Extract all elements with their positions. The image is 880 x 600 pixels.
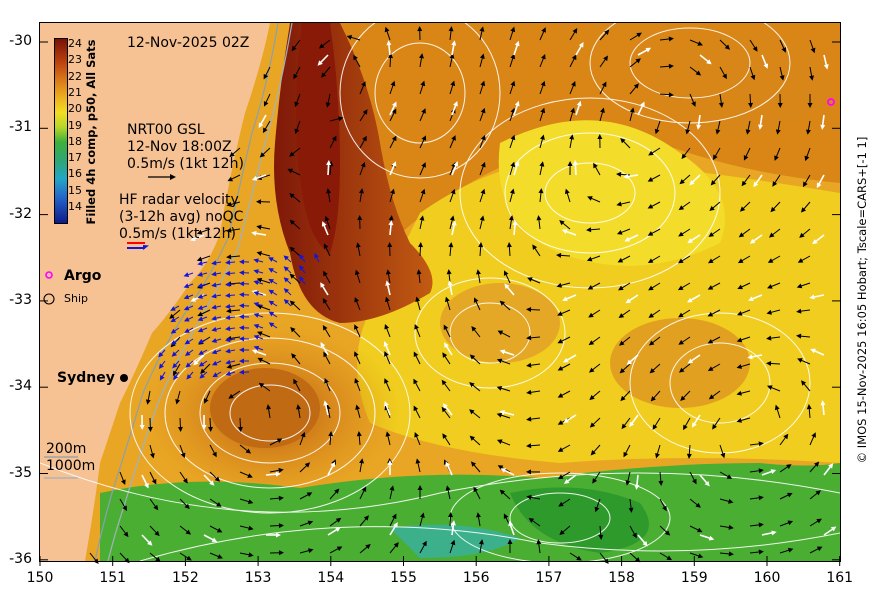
y-tick-label: -33 — [9, 291, 32, 308]
colorbar-title: Filled 4h comp, p50, All Sats — [84, 39, 98, 225]
hf-scale-label: 0.5m/s (1kt 12h) — [119, 226, 236, 242]
x-tick-label: 160 — [753, 570, 781, 586]
gsl-scale-label: 0.5m/s (1kt 12h) — [127, 156, 244, 172]
ship-legend-icon — [43, 293, 55, 305]
sst-field — [40, 23, 840, 561]
x-tick-label: 151 — [99, 570, 127, 586]
colorbar-tick-label: 15 — [68, 183, 82, 197]
hf-label-line1: HF radar velocity — [119, 192, 239, 208]
colorbar-tick-label: 19 — [68, 118, 82, 132]
x-tick-label: 156 — [462, 570, 490, 586]
gsl-scale-arrow — [148, 174, 176, 180]
argo-legend-icon — [45, 271, 53, 279]
x-tick-label: 150 — [26, 570, 54, 586]
x-tick-label: 153 — [244, 570, 272, 586]
sydney-marker — [120, 374, 128, 382]
colorbar-tick-label: 20 — [68, 102, 82, 116]
sea-yellow-ne — [498, 120, 725, 266]
bathy-label-1000: 1000m — [46, 458, 96, 474]
credit-text: © IMOS 15-Nov-2025 16:05 Hobart; Tscale=… — [855, 136, 869, 464]
colorbar-tick-label: 24 — [68, 37, 82, 50]
y-tick-label: -31 — [9, 119, 32, 136]
colorbar-tick-label: 23 — [68, 53, 82, 67]
hf-scale-arrow — [127, 242, 149, 250]
argo-legend-label: Argo — [64, 268, 102, 284]
colorbar-tick-label: 14 — [68, 200, 82, 213]
hf-label-line2: (3-12h avg) noQC — [119, 209, 244, 225]
colorbar-tick-label: 16 — [68, 167, 82, 181]
x-tick-label: 158 — [608, 570, 635, 586]
sst-map — [39, 22, 841, 562]
colorbar-tick-label: 18 — [68, 134, 82, 148]
sea-orange-patch-2 — [440, 283, 560, 363]
date-label: 12-Nov-2025 02Z — [127, 35, 250, 51]
colorbar-tick-label: 22 — [68, 69, 82, 83]
colorbar-tick-label: 17 — [68, 151, 82, 165]
bathy-contour-200 — [94, 23, 279, 561]
gsl-label-line2: 12-Nov 18:00Z — [127, 139, 232, 155]
land-australia — [40, 23, 270, 561]
argo-float-marker — [827, 98, 835, 106]
sea-eddy-core — [210, 368, 320, 448]
bathy-label-200: 200m — [46, 441, 87, 457]
y-tick-label: -36 — [9, 550, 32, 567]
x-tick-label: 161 — [826, 570, 854, 586]
x-tick-label: 155 — [390, 570, 417, 586]
y-tick-label: -30 — [9, 33, 32, 49]
bathy-legend-lines — [44, 456, 78, 479]
colorbar-tick-label: 21 — [68, 85, 82, 99]
gsl-label-line1: NRT00 GSL — [127, 122, 205, 138]
colorbar — [54, 38, 68, 224]
city-label-sydney: Sydney — [57, 370, 115, 386]
y-tick-label: -32 — [9, 205, 32, 222]
y-tick-label: -35 — [9, 464, 32, 481]
x-tick-label: 157 — [535, 570, 563, 586]
x-tick-label: 154 — [317, 570, 345, 586]
ship-legend-label: Ship — [64, 292, 88, 305]
x-tick-label: 159 — [680, 570, 708, 586]
x-tick-label: 152 — [172, 570, 199, 586]
y-tick-label: -34 — [9, 378, 32, 395]
sea-green-dark — [510, 487, 649, 553]
